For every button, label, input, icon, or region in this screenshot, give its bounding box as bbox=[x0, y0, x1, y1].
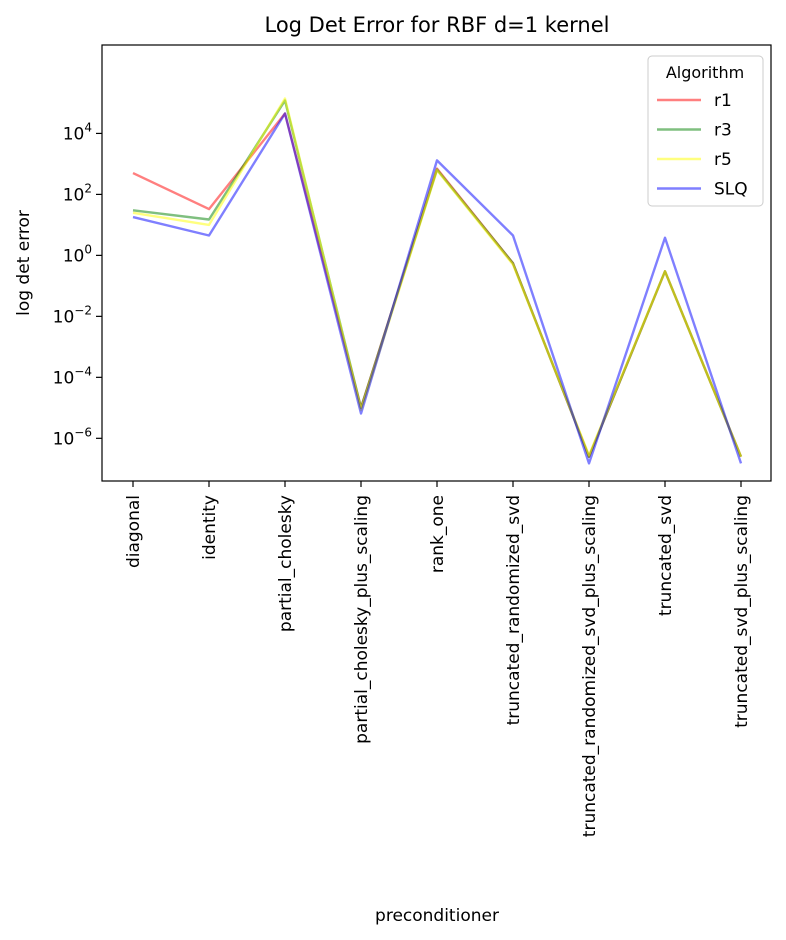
series-lines bbox=[132, 97, 743, 465]
y-tick-label: 10−2 bbox=[53, 303, 92, 327]
legend: Algorithm r1 r3 r5 SLQ bbox=[647, 55, 764, 207]
x-tick-label: truncated_svd_plus_scaling bbox=[732, 495, 752, 728]
y-axis-label: log det error bbox=[14, 210, 34, 316]
legend-label-r5: r5 bbox=[714, 150, 732, 170]
x-tick-label: partial_cholesky bbox=[276, 495, 296, 632]
legend-label-r1: r1 bbox=[714, 91, 732, 111]
series-line-r5 bbox=[132, 97, 743, 458]
y-tick-label: 10−6 bbox=[53, 425, 92, 449]
series-line-slq bbox=[132, 112, 743, 465]
y-axis-ticks: 10−6 10−4 10−2 100 102 104 bbox=[53, 120, 102, 449]
x-axis-label: preconditioner bbox=[375, 906, 499, 926]
x-tick-label: truncated_randomized_svd_plus_scaling bbox=[580, 495, 600, 837]
legend-frame bbox=[647, 55, 764, 207]
x-tick-label: partial_cholesky_plus_scaling bbox=[352, 495, 372, 744]
y-tick-label: 100 bbox=[63, 242, 92, 266]
y-tick-label: 10−4 bbox=[53, 364, 92, 388]
x-tick-label: identity bbox=[200, 495, 220, 560]
y-tick-label: 102 bbox=[63, 181, 92, 205]
chart-title: Log Det Error for RBF d=1 kernel bbox=[265, 13, 610, 37]
legend-title: Algorithm bbox=[666, 63, 744, 82]
legend-label-slq: SLQ bbox=[714, 180, 748, 200]
y-tick-label: 104 bbox=[63, 120, 92, 144]
x-tick-label: diagonal bbox=[124, 495, 144, 568]
x-tick-label: truncated_randomized_svd bbox=[504, 495, 524, 725]
legend-label-r3: r3 bbox=[714, 121, 732, 141]
x-tick-label: truncated_svd bbox=[656, 495, 676, 616]
x-axis-ticks: diagonal identity partial_cholesky partial_… bbox=[124, 481, 752, 837]
x-tick-label: rank_one bbox=[428, 495, 448, 573]
